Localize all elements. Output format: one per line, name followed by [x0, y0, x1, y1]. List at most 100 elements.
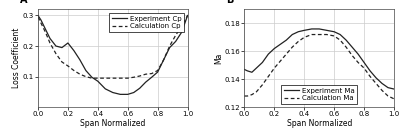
Calculation Cp [90, 77, 94, 79]
Calculation Ma [386, 95, 390, 97]
Experiment Cp [36, 15, 40, 16]
Calculation Cp [38, 22, 43, 24]
Experiment Cp [167, 47, 172, 48]
Calculation Ma [350, 55, 354, 56]
Experiment Cp [96, 80, 100, 82]
Experiment Cp [78, 59, 82, 61]
Calculation Cp [72, 70, 76, 71]
Experiment Cp [48, 38, 52, 39]
Calculation Cp [143, 73, 148, 75]
Calculation Cp [54, 53, 58, 55]
Experiment Cp [38, 19, 43, 21]
Calculation Cp [173, 35, 178, 36]
Experiment Ma [245, 70, 250, 72]
Calculation Ma [332, 35, 336, 37]
Experiment Cp [179, 31, 184, 33]
Y-axis label: Ma: Ma [214, 53, 223, 64]
Line: Experiment Ma: Experiment Ma [244, 29, 394, 89]
X-axis label: Span Normalized: Span Normalized [286, 119, 352, 128]
Experiment Cp [54, 45, 58, 47]
Calculation Ma [245, 95, 250, 97]
Calculation Ma [266, 76, 271, 77]
Y-axis label: Loss Coefficient: Loss Coefficient [12, 28, 21, 88]
Experiment Ma [250, 71, 254, 73]
Calculation Ma [380, 90, 384, 91]
Calculation Cp [103, 77, 108, 79]
Experiment Ma [350, 46, 354, 48]
Experiment Cp [118, 94, 123, 95]
Experiment Cp [173, 41, 178, 42]
Calculation Ma [362, 67, 366, 69]
Calculation Cp [179, 25, 184, 27]
Calculation Ma [284, 53, 289, 55]
Line: Calculation Ma: Calculation Ma [244, 35, 394, 99]
Calculation Ma [290, 46, 295, 48]
X-axis label: Span Normalized: Span Normalized [80, 119, 146, 128]
Calculation Cp [185, 15, 190, 16]
Legend: Experiment Ma, Calculation Ma: Experiment Ma, Calculation Ma [281, 85, 357, 104]
Experiment Cp [43, 28, 48, 30]
Experiment Ma [386, 87, 390, 88]
Calculation Ma [260, 84, 265, 86]
Experiment Ma [368, 70, 372, 72]
Experiment Cp [143, 81, 148, 83]
Calculation Cp [36, 16, 40, 18]
Experiment Cp [90, 76, 94, 78]
Experiment Cp [131, 92, 136, 93]
Experiment Ma [392, 88, 396, 90]
Calculation Ma [368, 76, 372, 77]
Experiment Ma [242, 69, 247, 70]
Calculation Cp [125, 77, 130, 79]
Calculation Cp [131, 76, 136, 78]
Calculation Cp [110, 77, 115, 79]
Calculation Cp [161, 59, 166, 61]
Calculation Cp [155, 70, 160, 71]
Calculation Ma [392, 98, 396, 100]
Experiment Ma [296, 31, 301, 33]
Experiment Cp [137, 88, 142, 89]
Line: Calculation Cp: Calculation Cp [38, 16, 188, 78]
Calculation Ma [324, 34, 329, 35]
Calculation Ma [374, 83, 378, 84]
Experiment Ma [272, 48, 277, 49]
Experiment Ma [254, 67, 259, 69]
Calculation Ma [242, 95, 247, 97]
Calculation Ma [272, 67, 277, 69]
Experiment Cp [185, 15, 190, 16]
Calculation Ma [338, 39, 342, 41]
Calculation Ma [309, 34, 314, 35]
Experiment Cp [66, 42, 70, 44]
Experiment Cp [125, 94, 130, 95]
Experiment Ma [338, 34, 342, 35]
Experiment Ma [302, 29, 307, 31]
Experiment Ma [332, 31, 336, 33]
Experiment Cp [84, 70, 88, 71]
Calculation Cp [60, 61, 64, 63]
Experiment Ma [260, 62, 265, 63]
Experiment Cp [60, 47, 64, 48]
Calculation Ma [250, 94, 254, 95]
Calculation Cp [48, 42, 52, 44]
Calculation Cp [78, 73, 82, 75]
Text: A: A [20, 0, 28, 5]
Calculation Cp [43, 31, 48, 33]
Experiment Ma [356, 53, 360, 55]
Calculation Ma [344, 46, 348, 48]
Calculation Ma [296, 41, 301, 42]
Experiment Cp [72, 50, 76, 51]
Experiment Cp [161, 59, 166, 61]
Calculation Cp [96, 77, 100, 79]
Experiment Ma [284, 39, 289, 41]
Legend: Experiment Cp, Calculation Cp: Experiment Cp, Calculation Cp [109, 13, 184, 32]
Calculation Ma [356, 62, 360, 63]
Experiment Cp [110, 92, 115, 93]
Calculation Cp [167, 45, 172, 47]
Text: B: B [226, 0, 234, 5]
Calculation Ma [278, 60, 283, 62]
Calculation Ma [317, 34, 322, 35]
Line: Experiment Cp: Experiment Cp [38, 16, 188, 94]
Calculation Ma [302, 37, 307, 38]
Calculation Cp [149, 73, 154, 74]
Calculation Ma [254, 91, 259, 93]
Experiment Ma [380, 83, 384, 84]
